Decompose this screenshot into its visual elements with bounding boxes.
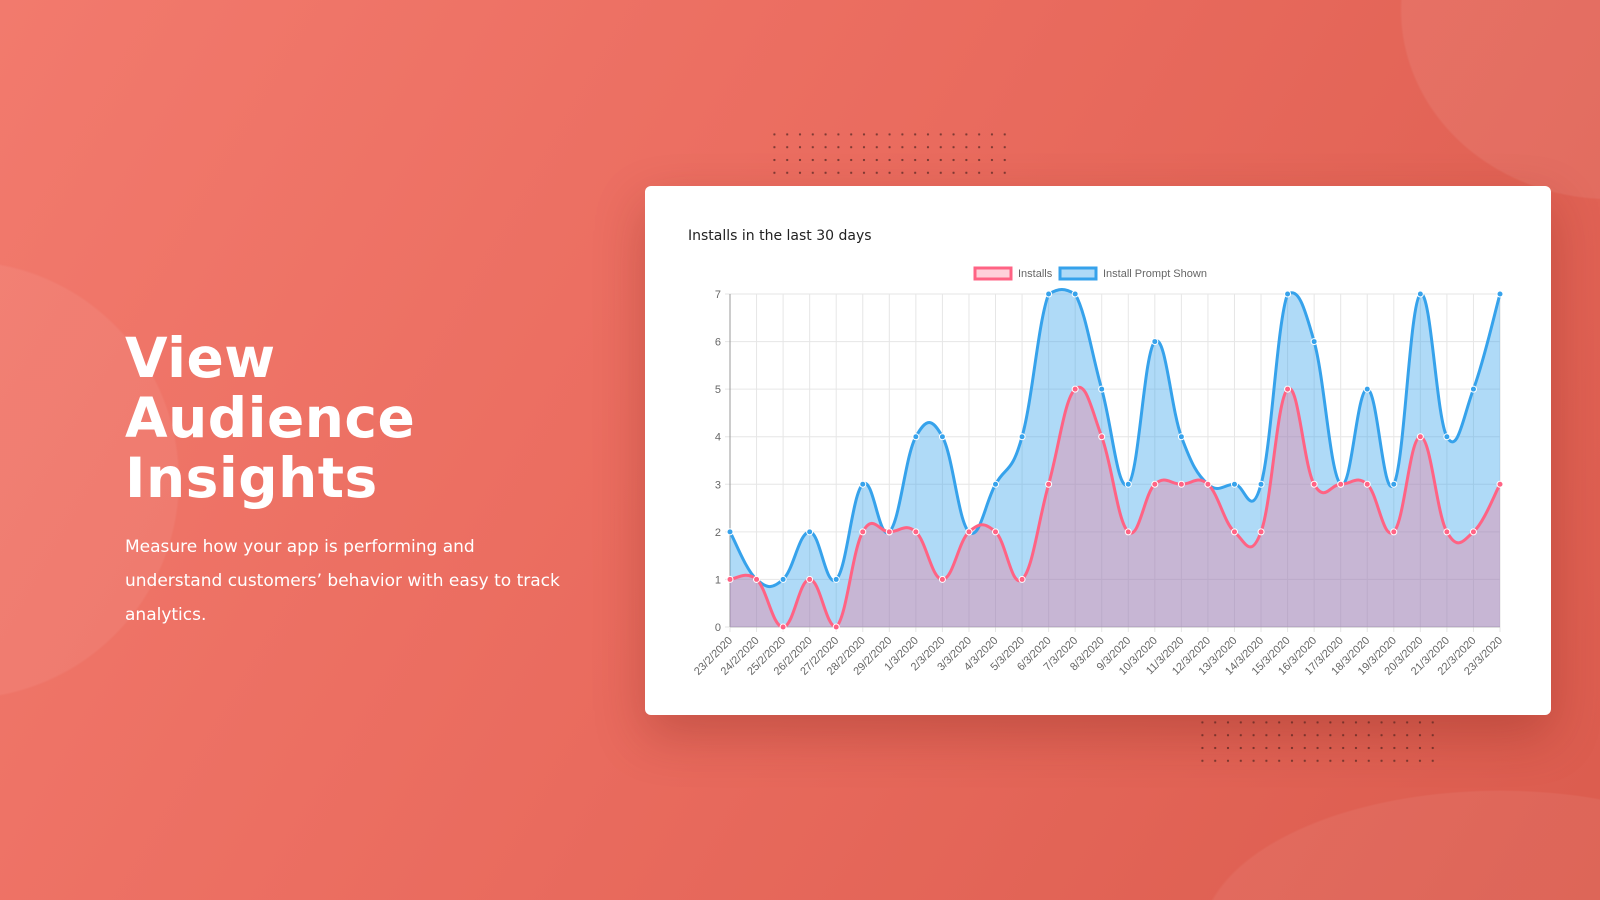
data-point: [1469, 385, 1477, 393]
data-point: [938, 575, 946, 583]
data-point: [1257, 528, 1265, 536]
data-point: [1098, 433, 1106, 441]
y-tick-label: 3: [715, 479, 721, 491]
legend-swatch: [973, 266, 1013, 281]
data-point: [726, 528, 734, 536]
data-point: [753, 575, 761, 583]
data-point: [806, 575, 814, 583]
hero-section: View Audience Insights Measure how your …: [125, 328, 565, 632]
dot-pattern: [1196, 716, 1436, 768]
data-point: [1204, 480, 1212, 488]
chart-card: Installs in the last 30 days 0 1 2 3 4 5 6 7 23/…: [645, 186, 1551, 715]
data-point: [1098, 385, 1106, 393]
y-tick-label: 4: [715, 432, 721, 444]
data-point: [938, 433, 946, 441]
data-point: [1284, 385, 1292, 393]
legend-item-0[interactable]: Installs: [973, 266, 1053, 281]
data-point: [1151, 338, 1159, 346]
data-point: [1230, 528, 1238, 536]
data-point: [1124, 480, 1132, 488]
series-area-0: [730, 387, 1500, 627]
data-point: [1018, 433, 1026, 441]
data-point: [1496, 480, 1504, 488]
data-point: [1310, 338, 1318, 346]
data-point: [1045, 290, 1053, 298]
data-point: [1257, 480, 1265, 488]
data-point: [1310, 480, 1318, 488]
data-point: [1416, 433, 1424, 441]
data-point: [1363, 385, 1371, 393]
y-tick-label: 5: [715, 384, 721, 396]
data-point: [1496, 290, 1504, 298]
series-line-1: [728, 288, 1502, 589]
data-point: [1124, 528, 1132, 536]
y-tick-label: 2: [715, 527, 721, 539]
y-tick-label: 6: [715, 337, 721, 349]
hero-description: Measure how your app is performing and u…: [125, 537, 560, 625]
data-point: [1071, 290, 1079, 298]
y-tick-label: 0: [715, 622, 721, 634]
data-point: [1177, 433, 1185, 441]
data-point: [885, 528, 893, 536]
data-point: [965, 528, 973, 536]
data-point: [832, 623, 840, 631]
data-point: [779, 623, 787, 631]
data-point: [859, 528, 867, 536]
legend-label: Installs: [1018, 268, 1053, 280]
data-point: [1177, 480, 1185, 488]
legend-swatch: [1058, 266, 1098, 281]
dot-pattern: [768, 128, 1008, 180]
data-point: [1443, 528, 1451, 536]
data-point: [1230, 480, 1238, 488]
chart-title: Installs in the last 30 days: [688, 228, 872, 244]
data-point: [1045, 480, 1053, 488]
data-point: [1151, 480, 1159, 488]
data-point: [992, 480, 1000, 488]
data-point: [1284, 290, 1292, 298]
data-point: [912, 528, 920, 536]
data-point: [1363, 480, 1371, 488]
data-point: [912, 433, 920, 441]
y-tick-label: 1: [715, 574, 721, 586]
data-point: [1416, 290, 1424, 298]
data-point: [859, 480, 867, 488]
data-point: [1071, 385, 1079, 393]
legend-label: Install Prompt Shown: [1103, 268, 1207, 280]
data-point: [1469, 528, 1477, 536]
chart: 0123456723/2/202024/2/202025/2/202026/2/…: [692, 266, 1505, 678]
data-point: [779, 575, 787, 583]
data-point: [1337, 480, 1345, 488]
data-point: [1443, 433, 1451, 441]
data-point: [992, 528, 1000, 536]
data-point: [726, 575, 734, 583]
data-point: [1018, 575, 1026, 583]
legend-item-1[interactable]: Install Prompt Shown: [1058, 266, 1207, 281]
data-point: [832, 575, 840, 583]
data-point: [1390, 480, 1398, 488]
y-tick-label: 7: [715, 289, 721, 301]
data-point: [806, 528, 814, 536]
hero-heading: View Audience Insights: [125, 326, 416, 510]
data-point: [1390, 528, 1398, 536]
